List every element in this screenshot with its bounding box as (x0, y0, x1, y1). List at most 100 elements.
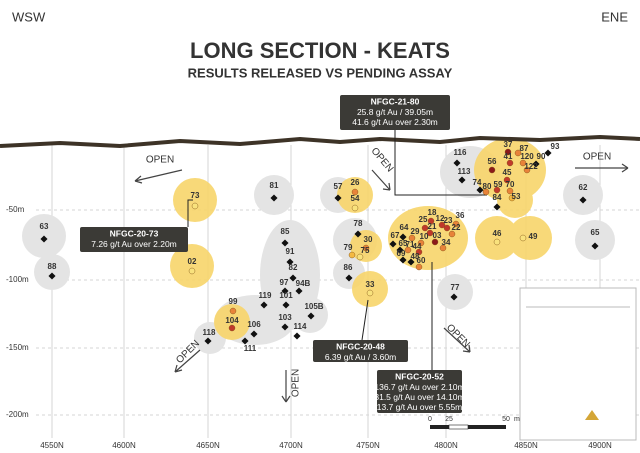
northing-label: 4650N (196, 441, 220, 450)
result-marker (362, 244, 370, 252)
hole-label: 64 (400, 223, 409, 232)
result-marker (404, 246, 412, 254)
result-marker (508, 194, 516, 202)
pending-marker (40, 235, 48, 243)
pending-marker (476, 186, 484, 194)
hole-label: 53 (512, 192, 521, 201)
callout-line: 31.5 g/t Au over 14.10m (374, 392, 464, 402)
hole-label: 71 (406, 240, 415, 249)
depth-label: -150m (6, 343, 29, 352)
callout-line: 13.7 g/t Au over 5.55m (377, 402, 463, 412)
hole-label: 91 (286, 247, 295, 256)
open-arrow (575, 163, 629, 173)
hole-label: 65 (591, 228, 600, 237)
pending-marker (450, 293, 458, 301)
result-marker (519, 159, 527, 167)
callout-line: 41.6 g/t Au over 2.30m (352, 117, 438, 127)
hole-label: 70 (506, 180, 515, 189)
pending-marker (453, 159, 461, 167)
assay-area (352, 271, 388, 307)
callout-title: NFGC-20-48 (336, 341, 385, 351)
hole-label: 74 (473, 178, 482, 187)
hole-label: 41 (504, 152, 513, 161)
open-label: OPEN (291, 369, 302, 397)
pending-marker (293, 332, 301, 340)
hole-label: 22 (452, 223, 461, 232)
result-marker (421, 224, 429, 232)
pending-marker (396, 246, 404, 254)
pending-marker (307, 312, 315, 320)
legend-box (519, 287, 637, 441)
hole-label: 103 (278, 313, 292, 322)
hole-label: 03 (433, 231, 442, 240)
assay-area (170, 244, 214, 288)
leader-line (394, 130, 487, 196)
callout-box (377, 370, 462, 413)
result-marker (493, 238, 501, 246)
assay-area (173, 178, 217, 222)
assay-area (214, 304, 250, 340)
hole-label: 114 (294, 322, 307, 331)
hole-label: 113 (458, 167, 471, 176)
hole-label: 34 (442, 238, 451, 247)
depth-label: -100m (6, 275, 29, 284)
hole-label: 77 (451, 283, 460, 292)
callout-title: NFGC-20-52 (395, 371, 444, 381)
pending-marker (399, 233, 407, 241)
pending-marker (544, 149, 552, 157)
result-marker (488, 166, 496, 174)
hole-label: 12 (436, 214, 445, 223)
pending-marker (282, 301, 290, 309)
result-marker (506, 159, 514, 167)
hole-label: 36 (456, 211, 465, 220)
pending-marker (458, 176, 466, 184)
callout-title: NFGC-20-73 (110, 228, 159, 238)
hole-label: 26 (351, 178, 360, 187)
northing-label: 4600N (112, 441, 136, 450)
pending-marker (399, 256, 407, 264)
hole-label: 105B (304, 302, 323, 311)
pending-area (575, 220, 615, 260)
result-marker (452, 220, 460, 228)
callout-box (313, 340, 408, 362)
pending-marker (389, 240, 397, 248)
result-marker (506, 187, 514, 195)
result-marker (519, 234, 527, 242)
hole-label: 78 (354, 219, 363, 228)
result-marker (427, 217, 435, 225)
pending-marker (204, 337, 212, 345)
hole-label: 37 (504, 140, 513, 149)
hole-label: 29 (411, 227, 420, 236)
hole-label: 116 (454, 148, 467, 157)
pending-marker (281, 287, 289, 295)
hole-label: 119 (259, 291, 272, 300)
pending-area (437, 274, 473, 310)
northing-label: 4850N (514, 441, 538, 450)
northing-label: 4900N (588, 441, 612, 450)
hole-label: 97 (280, 278, 289, 287)
direction-label: ENE (601, 9, 628, 24)
result-marker (439, 244, 447, 252)
result-marker (482, 188, 490, 196)
pending-marker (270, 194, 278, 202)
northing-label: 4700N (279, 441, 303, 450)
callout-line: 136.7 g/t Au over 2.10m (374, 382, 464, 392)
pending-marker (407, 258, 415, 266)
result-marker (503, 176, 511, 184)
open-arrow (134, 169, 183, 184)
hole-label: 101 (279, 291, 293, 300)
open-label: OPEN (146, 155, 174, 166)
result-marker (348, 251, 356, 259)
hole-label: 60 (417, 256, 426, 265)
result-marker (438, 221, 446, 229)
hole-label: 99 (229, 297, 238, 306)
result-marker (448, 230, 456, 238)
hole-label: 73 (191, 191, 200, 200)
open-arrow (281, 370, 291, 403)
hole-label: 86 (344, 263, 353, 272)
hole-label: 23 (444, 216, 453, 225)
northing-label: 4800N (434, 441, 458, 450)
open-label: OPEN (444, 322, 472, 350)
